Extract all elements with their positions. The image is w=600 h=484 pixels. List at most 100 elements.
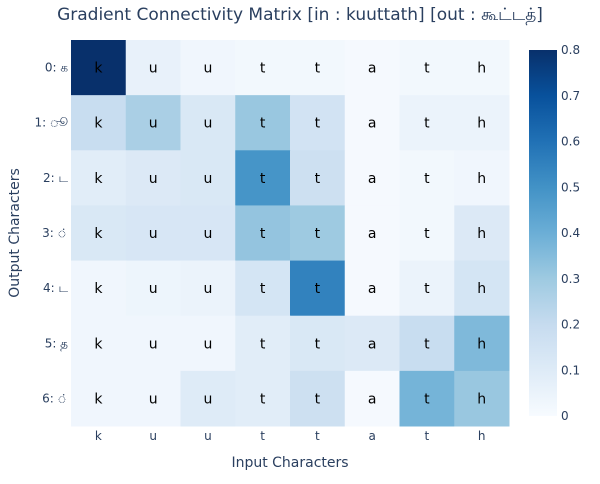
heatmap-cell-label: h [477,336,486,352]
heatmap-cell [454,370,510,427]
heatmap-cell-label: h [477,171,486,187]
x-tick-label: a [368,429,375,443]
heatmap-cell [454,315,510,372]
heatmap-cell [180,315,236,372]
heatmap-cell-label: u [203,61,212,77]
heatmap-cell [399,95,455,151]
colorbar-tick-label: 0.5 [561,180,580,194]
chart-title: Gradient Connectivity Matrix [in : kuutt… [57,5,543,25]
heatmap-cell [71,205,127,262]
heatmap-cell-label: a [368,226,377,242]
heatmap-cell [399,40,455,96]
colorbar-tick-label: 0.6 [561,135,580,149]
heatmap-cell [290,95,346,151]
heatmap-cell-label: t [260,116,266,132]
heatmap-cell-label: t [424,391,430,407]
heatmap-cell-label: u [149,391,158,407]
heatmap-cell-label: h [477,116,486,132]
heatmap-cell-label: h [477,391,486,407]
heatmap-cell [454,95,510,151]
heatmap-cell-label: t [260,281,266,297]
heatmap-cell-label: a [368,336,377,352]
heatmap-cell [235,150,291,206]
heatmap-cell-label: t [424,336,430,352]
heatmap-cell-label: t [424,61,430,77]
heatmap-cell-label: u [203,336,212,352]
heatmap-cell-label: a [368,391,377,407]
heatmap-cell [180,95,236,151]
heatmap-cell-label: u [203,116,212,132]
heatmap-cell [125,150,181,206]
heatmap-cell [235,260,291,317]
colorbar-tick-label: 0.7 [561,89,580,103]
heatmap-cell-label: u [203,226,212,242]
heatmap-cell-label: t [260,336,266,352]
heatmap-cell [344,40,400,96]
heatmap-cell-label: k [94,171,103,187]
heatmap-cell [399,370,455,427]
y-tick-label: 4: ட [43,281,68,295]
heatmap-cell [235,205,291,262]
heatmap-cell-label: t [424,116,430,132]
heatmap-cell [399,205,455,262]
heatmap-cell [290,40,346,96]
heatmap-cell-label: k [94,116,103,132]
x-tick-label: u [149,429,157,443]
heatmap-cell [235,370,291,427]
heatmap-cell [290,260,346,317]
heatmap-cell-label: t [315,391,321,407]
y-axis-title: Output Characters [7,168,23,298]
heatmap-cell [290,315,346,372]
colorbar-tick-label: 0 [561,409,569,423]
heatmap-cell-labels: k u u t t a t h k u u t t a t h k u u t t a t h k u u t t a t h k u u t t a t h… [94,61,486,408]
heatmap-cell-label: k [94,226,103,242]
heatmap-cell [454,260,510,317]
heatmap-cell-label: k [94,391,103,407]
heatmap-cell-label: k [94,336,103,352]
heatmap-cell [454,205,510,262]
heatmap-cell-label: h [477,61,486,77]
heatmap-cell [399,260,455,317]
heatmap-cell-label: k [94,281,103,297]
heatmap-cell [454,40,510,96]
heatmap-cell [290,150,346,206]
x-tick-label: u [204,429,212,443]
heatmap-cell-label: t [315,61,321,77]
heatmap-cell [125,315,181,372]
heatmap-cell [344,150,400,206]
heatmap-cell-label: u [203,281,212,297]
heatmap-cell [125,95,181,151]
x-tick-label: t [425,429,430,443]
heatmap-cell [71,260,127,317]
y-tick-label: 6: ் [42,391,68,405]
x-tick-label: t [315,429,320,443]
heatmap-cell [180,370,236,427]
heatmap-cell [180,205,236,262]
heatmap-cell-label: u [149,61,158,77]
colorbar-ticks: 0 0.1 0.2 0.3 0.4 0.5 0.6 0.7 0.8 [561,43,580,423]
heatmap-cell-label: t [424,171,430,187]
heatmap-cell [71,95,127,151]
heatmap-cell-label: a [368,116,377,132]
heatmap-cell-label: u [149,171,158,187]
y-tick-label: 3: ் [42,226,68,240]
heatmap-cell [235,95,291,151]
heatmap-cell [235,315,291,372]
heatmap-cell [344,315,400,372]
heatmap-cell [344,260,400,317]
heatmap-cell [344,205,400,262]
x-tick-label: t [260,429,265,443]
x-tick-label: k [95,429,102,443]
heatmap-cell [399,315,455,372]
colorbar-tick-label: 0.3 [561,272,580,286]
heatmap-cell [454,150,510,206]
heatmap-cell-label: t [260,391,266,407]
heatmap-cell [125,205,181,262]
y-tick-label: 2: ட [43,171,68,185]
heatmap-cell-label: t [260,171,266,187]
colorbar-tick-label: 0.8 [561,43,580,57]
heatmap-cell-label: t [315,281,321,297]
heatmap-cell [290,370,346,427]
